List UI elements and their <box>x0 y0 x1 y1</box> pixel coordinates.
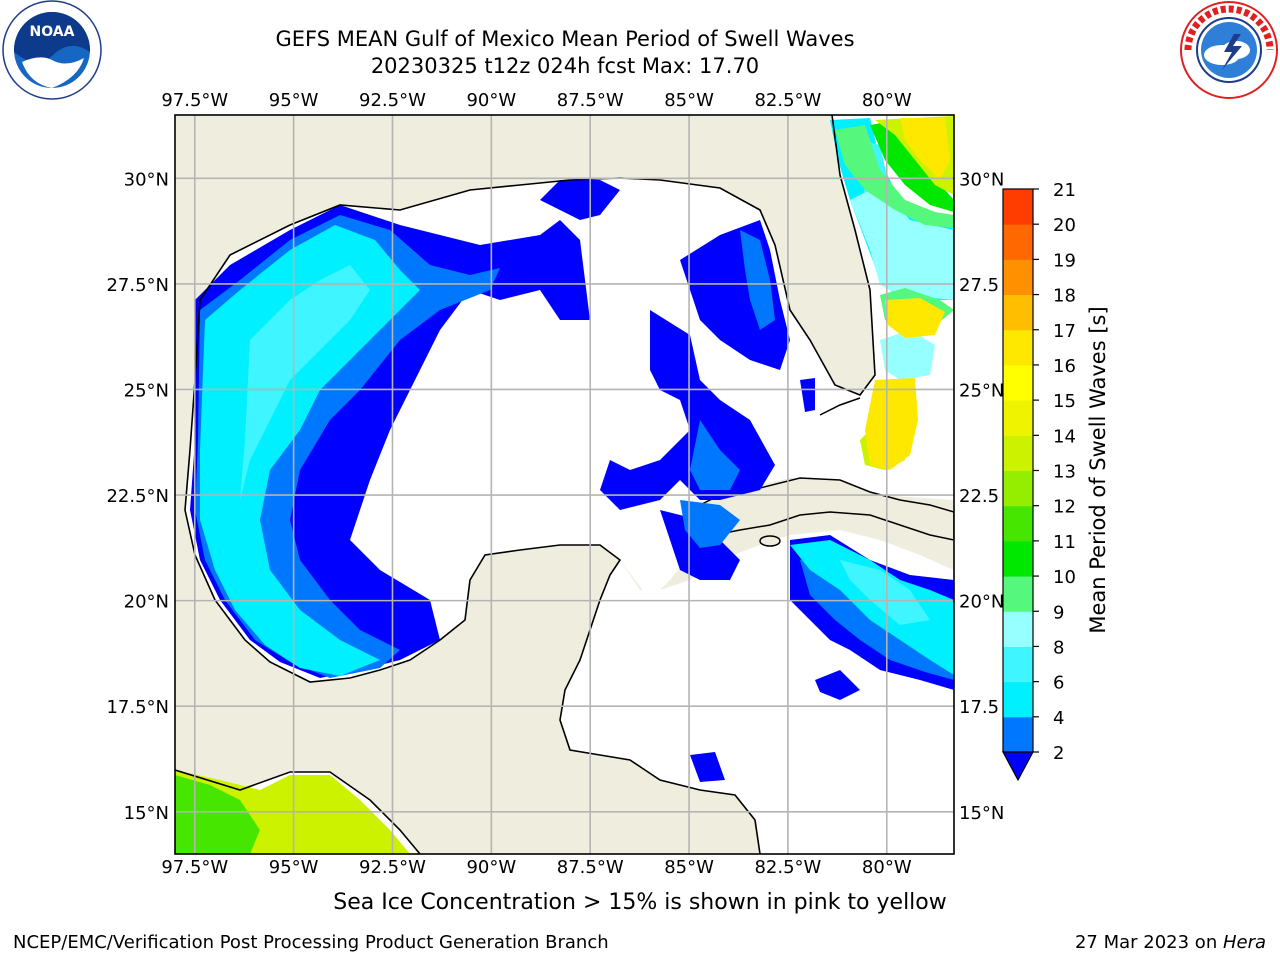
colorbar-tick-label: 2 <box>1053 743 1064 764</box>
chart-title: GEFS MEAN Gulf of Mexico Mean Period of … <box>275 27 855 51</box>
lon-label-top: 80°W <box>862 90 912 111</box>
lon-label-top: 95°W <box>269 90 319 111</box>
footer-date-text: 27 Mar 2023 on <box>1074 932 1223 953</box>
lat-label-right: 17.5 <box>959 697 999 718</box>
coastline-south <box>184 449 761 854</box>
lon-label-bottom: 95°W <box>269 857 319 878</box>
swell-10-11s <box>870 120 954 212</box>
lon-label-bottom: 82.5°W <box>754 857 821 878</box>
footer-host: Hera <box>1222 932 1266 953</box>
footer-branch: NCEP/EMC/Verification Post Processing Pr… <box>13 932 609 953</box>
colorbar-tick-label: 10 <box>1053 567 1076 588</box>
lon-labels-bottom: 97.5°W 95°W 92.5°W 90°W 87.5°W 85°W 82.5°W 80°W <box>161 857 912 878</box>
footer-date: 27 Mar 2023 on Hera <box>1075 932 1266 953</box>
sea-ice-caption: Sea Ice Concentration > 15% is shown in … <box>333 890 947 915</box>
lon-label-top: 85°W <box>664 90 714 111</box>
colorbar-segment <box>1003 329 1033 366</box>
colorbar-segment <box>1003 259 1033 296</box>
colorbar-segment <box>1003 646 1033 683</box>
nws-logo <box>1178 0 1280 102</box>
colorbar-segment <box>1003 540 1033 577</box>
lon-label-top: 97.5°W <box>161 90 228 111</box>
noaa-logo-text: NOAA <box>30 24 75 40</box>
lon-label-bottom: 87.5°W <box>557 857 624 878</box>
lat-labels-left: 30°N 27.5°N 25°N 22.5°N 20°N 17.5°N 15°N <box>106 169 169 823</box>
colorbar-tick-label: 21 <box>1053 180 1076 201</box>
colorbar-tick-label: 9 <box>1053 602 1064 623</box>
colorbar-tick-label: 17 <box>1053 321 1076 342</box>
colorbar-tick-label: 18 <box>1053 286 1076 307</box>
lon-label-top: 92.5°W <box>359 90 426 111</box>
colorbar-tick-label: 8 <box>1053 637 1064 658</box>
colorbar-segment <box>1003 716 1033 753</box>
lat-label-right: 27.5 <box>959 275 999 296</box>
colorbar-segment <box>1003 400 1033 436</box>
coastline-pacific <box>175 769 421 854</box>
nws-logo-icon <box>1180 1 1278 99</box>
lat-labels-right: 30°N 27.5 25°N 22.5 20°N 17.5 15°N <box>959 169 1004 823</box>
lon-label-top: 82.5°W <box>754 90 821 111</box>
colorbar-extend-low <box>1001 751 1035 782</box>
lat-label-left: 30°N <box>124 169 169 190</box>
colorbar-tick-label: 12 <box>1053 497 1076 518</box>
gridlines <box>175 115 954 854</box>
map-border <box>174 114 955 855</box>
colorbar-segment <box>1003 364 1033 401</box>
cuba-land <box>688 477 954 541</box>
lat-label-left: 27.5°N <box>106 275 169 296</box>
colorbar-tick-label: 15 <box>1053 391 1076 412</box>
colorbar-segment <box>1003 576 1033 612</box>
colorbar-tick-label: 20 <box>1053 215 1076 236</box>
lon-label-bottom: 80°W <box>862 857 912 878</box>
island-land <box>759 535 781 547</box>
coastline <box>189 115 876 451</box>
colorbar <box>1001 188 1035 782</box>
colorbar-segment <box>1003 294 1033 331</box>
lon-label-bottom: 97.5°W <box>161 857 228 878</box>
colorbar-label: Mean Period of Swell Waves [s] <box>1086 306 1110 634</box>
colorbar-segment <box>1003 470 1033 507</box>
lat-label-left: 22.5°N <box>106 486 169 507</box>
lon-label-bottom: 85°W <box>664 857 714 878</box>
colorbar-segment <box>1003 681 1033 718</box>
colorbar-tick-label: 4 <box>1053 708 1064 729</box>
colorbar-segment <box>1003 435 1033 471</box>
lat-label-left: 17.5°N <box>106 697 169 718</box>
swell-8-9s <box>850 185 954 380</box>
lat-label-right: 22.5 <box>959 486 999 507</box>
lat-label-left: 15°N <box>124 803 169 824</box>
colorbar-segment <box>1003 224 1033 260</box>
lat-label-left: 25°N <box>124 380 169 401</box>
chart-subtitle: 20230325 t12z 024h fcst Max: 17.70 <box>370 54 760 78</box>
colorbar-tick-label: 14 <box>1053 426 1076 447</box>
lon-label-bottom: 90°W <box>466 857 516 878</box>
colorbar-segment <box>1003 189 1033 225</box>
colorbar-segment <box>1003 505 1033 542</box>
colorbar-segment <box>1003 611 1033 647</box>
noaa-logo: NOAA <box>0 0 104 104</box>
lon-label-bottom: 92.5°W <box>359 857 426 878</box>
lat-label-left: 20°N <box>124 592 169 613</box>
colorbar-tick-labels: 2 4 6 8 9 10 11 12 13 14 15 16 17 18 19 20 21 <box>1033 180 1076 764</box>
lat-label-right: 15°N <box>959 803 1004 824</box>
colorbar-tick-label: 19 <box>1053 250 1076 271</box>
colorbar-tick-label: 16 <box>1053 356 1076 377</box>
noaa-logo-icon: NOAA <box>2 0 102 100</box>
swell-11-12s <box>175 775 260 854</box>
map-frame-content <box>175 115 954 854</box>
lon-label-top: 87.5°W <box>557 90 624 111</box>
lon-label-top: 90°W <box>466 90 516 111</box>
swell-15-16s <box>865 118 950 470</box>
lat-label-right: 20°N <box>959 592 1004 613</box>
keys-coast <box>819 397 861 416</box>
colorbar-tick-label: 13 <box>1053 462 1076 483</box>
lat-label-right: 30°N <box>959 169 1004 190</box>
colorbar-tick-label: 11 <box>1053 532 1076 553</box>
lon-labels-top: 97.5°W 95°W 92.5°W 90°W 87.5°W 85°W 82.5°W 80°W <box>161 90 912 111</box>
colorbar-tick-label: 6 <box>1053 673 1064 694</box>
lat-label-right: 25°N <box>959 380 1004 401</box>
